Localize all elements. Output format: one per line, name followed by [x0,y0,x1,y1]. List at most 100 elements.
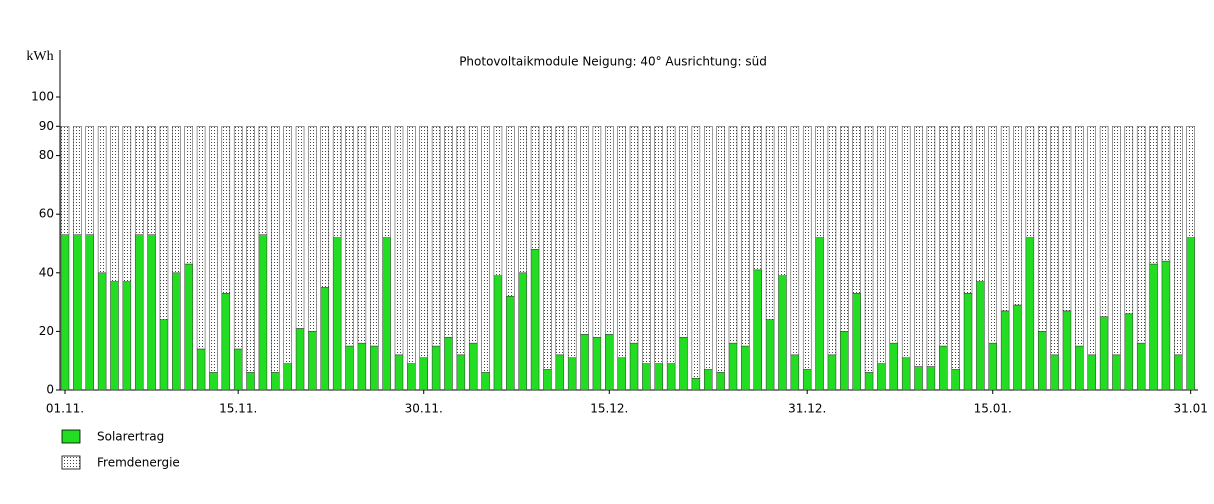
bar-segment [901,357,911,391]
bar-segment [741,345,750,391]
bar-segment [382,237,391,391]
bar-segment [827,354,837,391]
bar-segment [778,275,787,391]
bar-segment [308,331,317,391]
bar-segment [753,126,762,271]
bar-segment [481,372,490,391]
bar-segment [914,366,923,391]
bar-segment [877,126,886,364]
bar-segment [1174,126,1183,356]
bar-segment [147,234,156,391]
bar-segment [988,342,997,391]
bar-segment [852,126,861,294]
bar-segment [1087,126,1096,356]
x-tick-label: 15.12. [590,402,628,416]
bar-segment [567,357,577,391]
bar-segment [1075,126,1084,347]
bar-segment [530,249,540,391]
bar-segment [1062,310,1072,391]
bar-segment [963,126,973,294]
bar-segment [629,126,639,344]
bar-segment [1186,126,1195,238]
bar-segment [172,272,181,391]
bar-segment [209,126,218,373]
bar-segment [877,363,886,391]
bar-segment [1124,313,1134,391]
bar-segment [295,328,305,391]
bar-segment [605,126,614,335]
bar-segment [926,126,936,367]
bar-segment [184,263,193,391]
bar-segment [691,378,701,391]
bar-segment [1136,126,1146,344]
bar-segment [864,372,874,391]
bar-segment [691,126,701,379]
bar-segment [97,126,107,274]
bar-segment [1149,126,1158,265]
legend-label: Fremdenergie [97,456,180,470]
bar-segment [481,126,490,373]
bar-segment [60,126,70,235]
bar-segment [431,126,441,347]
bar-segment [308,126,317,332]
bar-segment [258,234,268,391]
bar-segment [976,126,985,282]
bar-segment [320,126,330,288]
bar-segment [815,126,824,238]
bar-segment [159,126,169,320]
bar-segment [642,363,651,391]
bar-segment [1050,354,1059,391]
bar-segment [518,126,527,274]
bar-segment [617,357,626,391]
bar-segment [802,126,812,370]
bar-segment [246,372,255,391]
bar-segment [1186,237,1195,391]
bar-segment [444,337,453,391]
y-tick-label: 0 [46,383,54,397]
bar-segment [1099,126,1109,317]
bar-segment [939,126,948,347]
bar-segment [840,331,849,391]
bar-segment [320,287,330,391]
bar-segment [1174,354,1183,391]
bar-segment [73,126,82,235]
x-tick-label: 31.01 [1173,402,1207,416]
bar-segment [889,126,899,344]
bar-segment [85,126,94,235]
bar-segment [629,342,639,391]
bar-segment [97,272,107,391]
bar-segment [592,337,602,391]
bar-segment [172,126,181,274]
bar-segment [468,342,478,391]
bar-segment [271,372,280,391]
bar-segment [654,363,664,391]
x-tick-label: 31.12. [788,402,826,416]
bar-segment [419,357,428,391]
bar-segment [246,126,255,373]
x-tick-label: 01.11. [46,402,84,416]
bar-segment [233,348,243,391]
bar-segment [345,126,354,347]
bar-segment [370,126,379,347]
bar-segment [543,369,552,391]
bar-segment [765,126,775,320]
legend-swatch [61,455,81,470]
bar-segment [394,354,404,391]
bar-segment [209,372,218,391]
bar-segment [1000,310,1010,391]
bar-segment [122,126,132,282]
bar-segment [196,348,206,391]
bar-segment [728,342,738,391]
y-tick-label: 60 [39,207,54,221]
bar-segment [666,363,676,391]
bar-segment [679,126,688,338]
legend-swatch [61,429,81,444]
bar-segment [1000,126,1010,312]
bar-segment [1025,237,1035,391]
bar-segment [864,126,874,373]
bar-segment [1112,354,1121,391]
bar-segment [555,354,565,391]
bar-segment [196,126,206,350]
bar-segment [703,369,713,391]
bar-segment [444,126,453,338]
